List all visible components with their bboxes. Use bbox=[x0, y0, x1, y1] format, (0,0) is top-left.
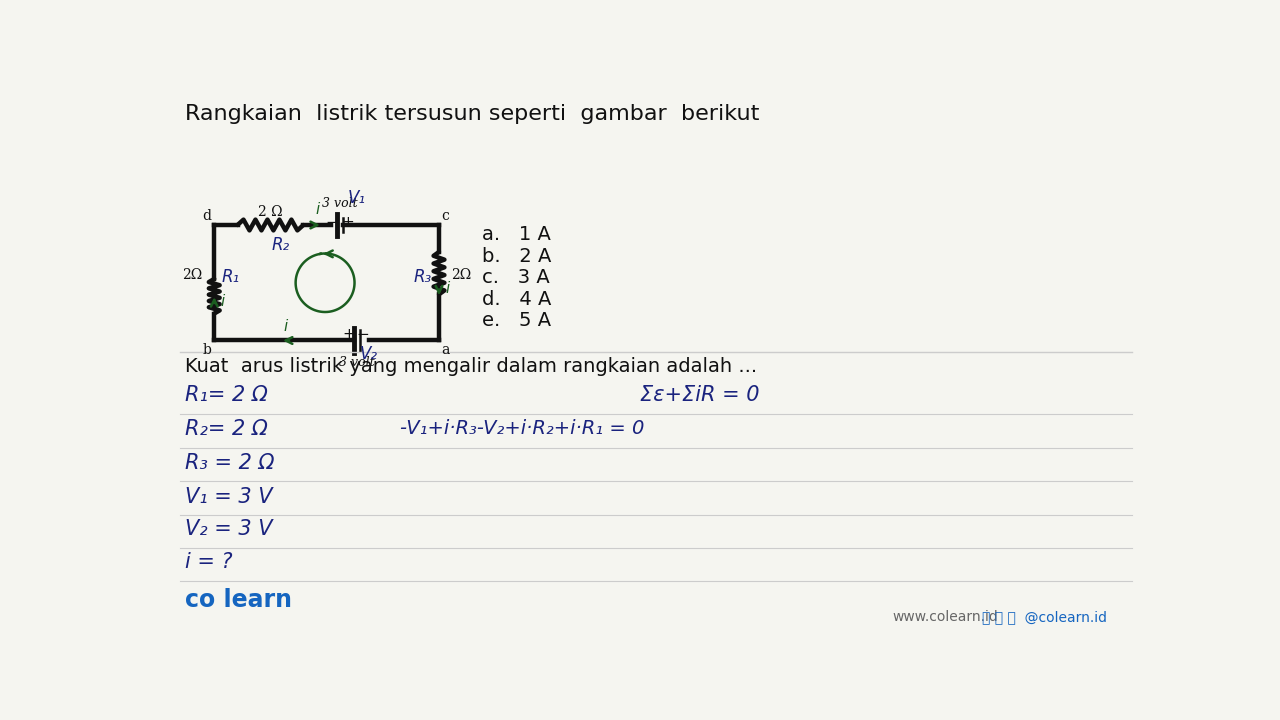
Text: c.   3 A: c. 3 A bbox=[481, 268, 549, 287]
Text: i: i bbox=[315, 202, 320, 217]
Text: V₁ = 3 V: V₁ = 3 V bbox=[184, 487, 273, 507]
Text: i = ?: i = ? bbox=[184, 552, 233, 572]
Text: 3 volt: 3 volt bbox=[339, 356, 375, 369]
Text: +: + bbox=[342, 215, 355, 230]
Text: d.   4 A: d. 4 A bbox=[481, 289, 550, 309]
Text: R₁: R₁ bbox=[221, 268, 241, 286]
Text: Rangkaian  listrik tersusun seperti  gambar  berikut: Rangkaian listrik tersusun seperti gamba… bbox=[184, 104, 759, 124]
Text: V₂: V₂ bbox=[360, 345, 378, 363]
Text: R₂: R₂ bbox=[271, 235, 289, 253]
Text: b.   2 A: b. 2 A bbox=[481, 246, 550, 266]
Text: V₂ = 3 V: V₂ = 3 V bbox=[184, 519, 273, 539]
Text: R₃: R₃ bbox=[413, 268, 431, 286]
Text: −: − bbox=[357, 327, 370, 342]
Text: c: c bbox=[442, 209, 449, 222]
Text: e.   5 A: e. 5 A bbox=[481, 311, 550, 330]
Text: i: i bbox=[445, 282, 449, 297]
Text: −: − bbox=[325, 215, 338, 230]
Text: a: a bbox=[442, 343, 449, 357]
Text: R₃ = 2 Ω: R₃ = 2 Ω bbox=[184, 453, 274, 473]
Text: 2Ω: 2Ω bbox=[451, 268, 471, 282]
Text: R₂= 2 Ω: R₂= 2 Ω bbox=[184, 419, 268, 439]
Text: +: + bbox=[343, 327, 356, 342]
Text: -V₁+i·R₃-V₂+i·R₂+i·R₁ = 0: -V₁+i·R₃-V₂+i·R₂+i·R₁ = 0 bbox=[401, 419, 645, 438]
Text: ⬜ 📷 🎵  @colearn.id: ⬜ 📷 🎵 @colearn.id bbox=[982, 610, 1106, 624]
Text: 3 volt: 3 volt bbox=[323, 197, 357, 210]
Text: 2 Ω: 2 Ω bbox=[257, 204, 283, 219]
Text: www.colearn.id: www.colearn.id bbox=[892, 610, 998, 624]
Text: Kuat  arus listrik yang mengalir dalam rangkaian adalah ...: Kuat arus listrik yang mengalir dalam ra… bbox=[184, 357, 756, 377]
Text: co learn: co learn bbox=[184, 588, 292, 611]
Text: Σε+ΣiR = 0: Σε+ΣiR = 0 bbox=[640, 385, 760, 405]
Text: i: i bbox=[283, 318, 288, 333]
Text: i: i bbox=[220, 294, 225, 310]
Text: d: d bbox=[202, 209, 211, 222]
Text: R₁= 2 Ω: R₁= 2 Ω bbox=[184, 385, 268, 405]
Text: a.   1 A: a. 1 A bbox=[481, 225, 550, 244]
Text: V₁: V₁ bbox=[348, 189, 366, 207]
Text: 2Ω: 2Ω bbox=[182, 268, 202, 282]
Text: b: b bbox=[202, 343, 211, 357]
